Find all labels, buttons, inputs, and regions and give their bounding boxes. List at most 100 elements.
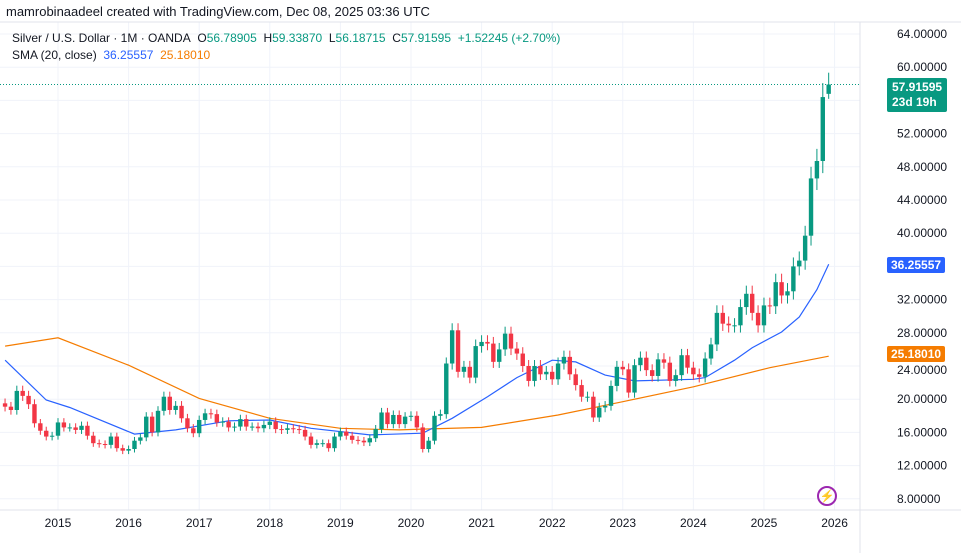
candle-body <box>573 374 578 386</box>
candle <box>361 436 367 447</box>
candle <box>402 412 408 429</box>
candle <box>279 424 284 434</box>
candle-body <box>202 413 208 420</box>
candle-body <box>767 305 773 307</box>
candle-body <box>397 414 402 425</box>
candle-body <box>55 422 61 436</box>
candle <box>479 335 484 353</box>
candle <box>432 411 437 445</box>
candle <box>96 439 102 448</box>
candle-body <box>161 396 167 411</box>
candle <box>367 434 372 447</box>
candle-body <box>438 414 443 416</box>
candle-body <box>738 307 743 326</box>
candle <box>120 444 125 455</box>
candle-body <box>155 410 161 433</box>
candle-body <box>620 366 625 370</box>
candle-body <box>820 97 825 161</box>
candle-body <box>144 416 149 438</box>
candle <box>202 408 208 425</box>
x-tick-label: 2024 <box>680 516 707 530</box>
candle-body <box>473 346 478 378</box>
candle-body <box>726 323 731 326</box>
candle-body <box>208 413 214 415</box>
candle-body <box>238 419 243 427</box>
candle <box>791 257 796 300</box>
candle <box>591 391 596 422</box>
candle <box>161 391 167 416</box>
candle-body <box>32 404 37 424</box>
candle <box>820 83 825 174</box>
y-tick-label: 20.00000 <box>897 392 947 406</box>
candle-body <box>732 325 737 327</box>
candle <box>514 342 520 360</box>
sma-fast-line <box>4 264 830 436</box>
candle <box>444 357 449 419</box>
candle-body <box>597 407 602 418</box>
candle-body <box>385 412 390 425</box>
candle <box>244 414 249 431</box>
candle-body <box>114 436 120 449</box>
symbol-name[interactable]: Silver / U.S. Dollar · 1M · OANDA <box>12 31 191 45</box>
candle-body <box>661 359 667 363</box>
candle-body <box>308 436 314 445</box>
candle <box>144 412 149 442</box>
candle-body <box>708 344 714 359</box>
candle <box>655 353 661 382</box>
candle <box>726 316 731 333</box>
candle-body <box>579 385 584 397</box>
candle <box>314 439 320 449</box>
candle <box>20 385 25 401</box>
candle-body <box>102 444 108 446</box>
sma-legend: SMA (20, close) 36.25557 25.18010 <box>12 48 210 62</box>
candle-body <box>261 424 267 429</box>
candle <box>126 445 131 455</box>
candle-body <box>220 421 225 423</box>
x-tick-label: 2017 <box>186 516 213 530</box>
candle-body <box>797 260 802 267</box>
x-tick-label: 2015 <box>45 516 72 530</box>
candle <box>102 440 108 449</box>
y-tick-label: 60.00000 <box>897 60 947 74</box>
candle <box>626 363 631 398</box>
candle-body <box>826 84 831 94</box>
candle-body <box>20 390 25 396</box>
candle <box>438 409 443 421</box>
candle-body <box>608 385 614 406</box>
candle-body <box>602 405 608 408</box>
candle <box>567 350 573 381</box>
candle-body <box>591 396 596 418</box>
candle <box>620 360 625 376</box>
candle <box>697 368 702 383</box>
candle-body <box>108 436 114 445</box>
candle <box>473 339 478 384</box>
candle-body <box>655 359 661 376</box>
candle <box>344 427 349 440</box>
sma-fast-value: 36.25557 <box>103 48 154 62</box>
candle-body <box>85 425 90 436</box>
candle <box>691 361 696 381</box>
candle <box>208 408 214 419</box>
open-label: O <box>197 31 207 45</box>
sma-slow-value: 25.18010 <box>160 48 211 62</box>
last-price: 57.91595 <box>892 80 943 94</box>
candle-body <box>691 367 696 375</box>
candle-body <box>249 426 255 428</box>
sma-label[interactable]: SMA (20, close) <box>12 48 97 62</box>
candle-body <box>332 436 337 449</box>
symbol-legend: Silver / U.S. Dollar · 1M · OANDA O56.78… <box>12 31 560 45</box>
candle-body <box>414 415 420 428</box>
candle <box>320 439 325 447</box>
candle <box>261 420 267 433</box>
candle-body <box>461 366 467 372</box>
candle <box>767 297 773 315</box>
candle <box>249 422 255 431</box>
candle <box>461 360 467 378</box>
tradingview-lightning-icon[interactable]: ⚡ <box>817 486 837 506</box>
candle-body <box>191 428 196 434</box>
candle <box>502 326 508 356</box>
candle-body <box>426 440 431 449</box>
candle <box>708 337 714 365</box>
candle <box>326 439 331 452</box>
